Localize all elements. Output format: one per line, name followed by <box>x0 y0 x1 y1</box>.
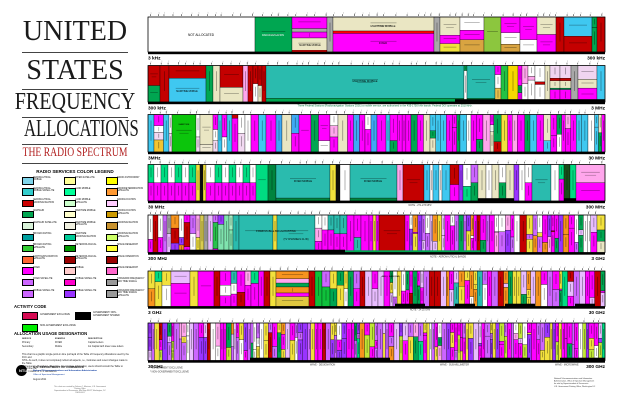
svg-text:WAVE - SUB-MILLIMETER: WAVE - SUB-MILLIMETER <box>440 364 469 367</box>
svg-text:3 GHz: 3 GHz <box>591 256 605 262</box>
svg-text:300 kHz: 300 kHz <box>587 56 605 62</box>
svg-text:30 MHz: 30 MHz <box>588 156 605 162</box>
svg-text:30 GHz: 30 GHz <box>589 310 606 316</box>
svg-text:Administration, Office of Spec: Administration, Office of Spectrum Manag… <box>554 380 595 383</box>
svg-text:* NON-GOVERNMENT EXCLUSIVE: * NON-GOVERNMENT EXCLUSIVE <box>150 371 189 374</box>
svg-text:(TV CHANNELS 21-36): (TV CHANNELS 21-36) <box>283 238 308 241</box>
svg-text:for sale by Superintendent of: for sale by Superintendent of Documents <box>554 382 588 385</box>
svg-text:3 kHz: 3 kHz <box>148 56 161 62</box>
svg-text:MARITIME MOBILE: MARITIME MOBILE <box>299 44 321 47</box>
svg-text:300 kHz: 300 kHz <box>148 106 166 112</box>
svg-text:WAVE - DESIGNATION: WAVE - DESIGNATION <box>310 364 335 367</box>
svg-text:NOTE - 271-273 MHz: NOTE - 271-273 MHz <box>408 204 432 207</box>
svg-text:FIXED MOBILE BROADCASTING: FIXED MOBILE BROADCASTING <box>256 229 296 233</box>
svg-text:MARITIME MOBILE: MARITIME MOBILE <box>176 90 198 93</box>
svg-text:National Telecommunications an: National Telecommunications and Informat… <box>554 377 592 380</box>
svg-text:300 MHz: 300 MHz <box>586 205 606 211</box>
svg-text:AERO. RADIONAV.: AERO. RADIONAV. <box>381 275 400 278</box>
svg-text:NOTE - 24.25 GHz: NOTE - 24.25 GHz <box>410 309 431 312</box>
svg-text:3 GHz: 3 GHz <box>148 310 162 316</box>
svg-text:U.S. Government Printing Offic: U.S. Government Printing Office, Washing… <box>554 385 596 388</box>
svg-text:MARITIME MOBILE: MARITIME MOBILE <box>352 79 377 83</box>
svg-text:300 MHz: 300 MHz <box>148 256 168 262</box>
svg-text:MARITIME: MARITIME <box>179 123 190 126</box>
svg-text:Three Federal Stations (Radion: Three Federal Stations (Radionavigation … <box>298 104 473 108</box>
svg-text:300 GHz: 300 GHz <box>586 364 606 370</box>
svg-text:3MHz: 3MHz <box>148 156 161 162</box>
svg-text:MARITIME MOBILE: MARITIME MOBILE <box>370 24 395 28</box>
svg-text:RADIONAVIGATION: RADIONAVIGATION <box>262 34 284 37</box>
svg-text:* GOVERNMENT EXCLUSIVE: * GOVERNMENT EXCLUSIVE <box>150 367 183 370</box>
svg-text:FIXED MOBILE: FIXED MOBILE <box>294 179 312 183</box>
svg-text:FIXED: FIXED <box>379 41 387 45</box>
svg-text:WAVE - MICROWAVE: WAVE - MICROWAVE <box>555 364 579 367</box>
svg-text:NOTE - AERONAUTICAL BANDS: NOTE - AERONAUTICAL BANDS <box>430 256 466 259</box>
svg-text:NOT ALLOCATED: NOT ALLOCATED <box>188 33 215 37</box>
svg-text:30 MHz: 30 MHz <box>148 205 165 211</box>
svg-text:FIXED MOBILE: FIXED MOBILE <box>364 179 382 183</box>
svg-text:30GHz: 30GHz <box>148 364 164 370</box>
svg-text:3 MHz: 3 MHz <box>591 106 605 112</box>
